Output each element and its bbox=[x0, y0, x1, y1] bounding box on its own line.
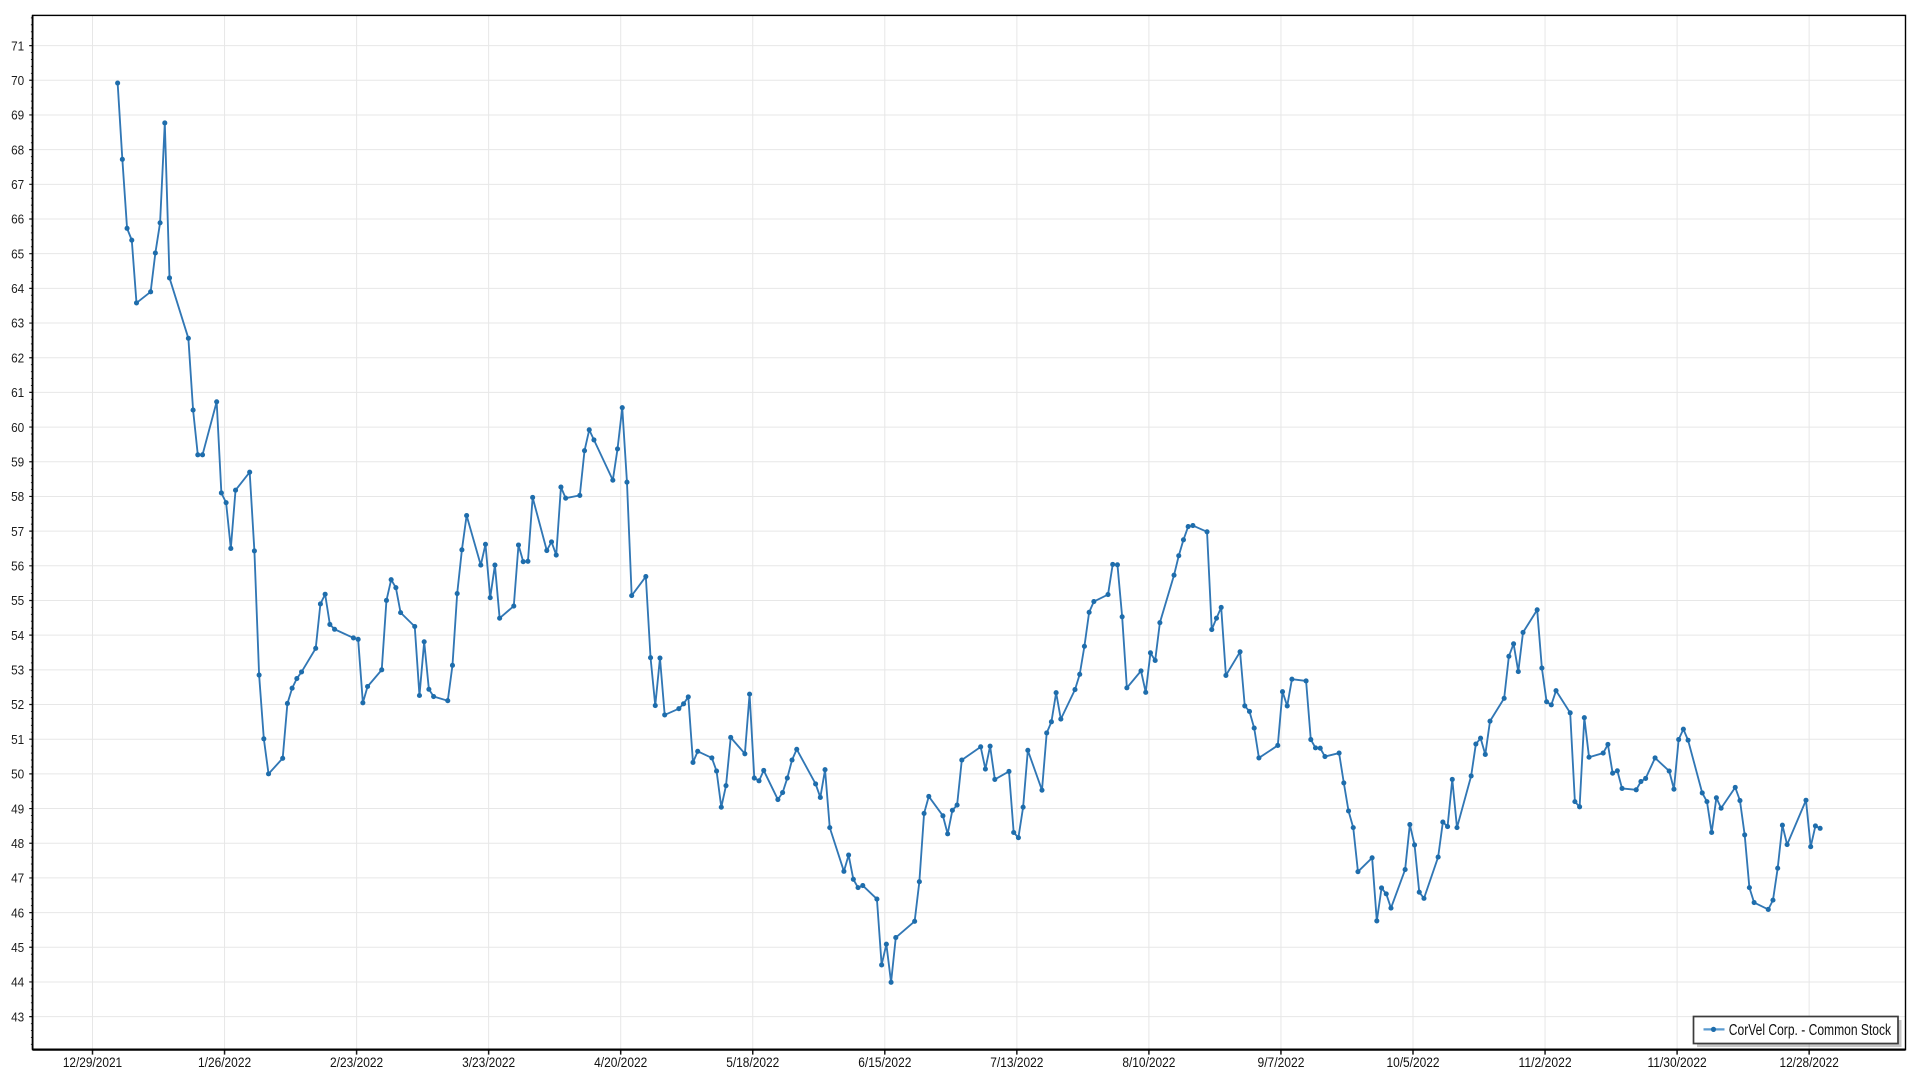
svg-text:66: 66 bbox=[11, 212, 24, 227]
svg-text:62: 62 bbox=[11, 350, 24, 365]
svg-text:5/18/2022: 5/18/2022 bbox=[726, 1055, 779, 1070]
svg-text:45: 45 bbox=[11, 940, 24, 955]
svg-text:57: 57 bbox=[11, 524, 24, 539]
svg-text:8/10/2022: 8/10/2022 bbox=[1122, 1055, 1175, 1070]
svg-text:60: 60 bbox=[11, 420, 24, 435]
svg-text:CorVel Corp. - Common Stock: CorVel Corp. - Common Stock bbox=[1729, 1022, 1891, 1039]
svg-text:69: 69 bbox=[11, 108, 24, 123]
svg-text:70: 70 bbox=[11, 73, 24, 88]
svg-text:50: 50 bbox=[11, 767, 24, 782]
svg-text:11/30/2022: 11/30/2022 bbox=[1647, 1055, 1706, 1070]
svg-text:52: 52 bbox=[11, 697, 24, 712]
svg-text:44: 44 bbox=[11, 975, 24, 990]
svg-text:46: 46 bbox=[11, 905, 24, 920]
svg-text:65: 65 bbox=[11, 246, 24, 261]
svg-text:47: 47 bbox=[11, 871, 24, 886]
svg-text:64: 64 bbox=[11, 281, 24, 296]
svg-text:58: 58 bbox=[11, 489, 24, 504]
svg-text:71: 71 bbox=[11, 38, 24, 53]
svg-text:56: 56 bbox=[11, 559, 24, 574]
svg-text:49: 49 bbox=[11, 801, 24, 816]
svg-text:54: 54 bbox=[11, 628, 24, 643]
svg-text:7/13/2022: 7/13/2022 bbox=[990, 1055, 1043, 1070]
svg-text:10/5/2022: 10/5/2022 bbox=[1386, 1055, 1439, 1070]
svg-text:48: 48 bbox=[11, 836, 24, 851]
svg-text:4/20/2022: 4/20/2022 bbox=[594, 1055, 647, 1070]
svg-text:51: 51 bbox=[11, 732, 24, 747]
svg-text:59: 59 bbox=[11, 454, 24, 469]
svg-text:3/23/2022: 3/23/2022 bbox=[462, 1055, 515, 1070]
svg-text:55: 55 bbox=[11, 593, 24, 608]
svg-text:11/2/2022: 11/2/2022 bbox=[1519, 1055, 1572, 1070]
svg-text:43: 43 bbox=[11, 1009, 24, 1024]
svg-text:12/28/2022: 12/28/2022 bbox=[1780, 1055, 1839, 1070]
svg-text:1/26/2022: 1/26/2022 bbox=[198, 1055, 251, 1070]
svg-text:68: 68 bbox=[11, 142, 24, 157]
svg-text:2/23/2022: 2/23/2022 bbox=[330, 1055, 383, 1070]
svg-text:12/29/2021: 12/29/2021 bbox=[63, 1055, 122, 1070]
svg-text:6/15/2022: 6/15/2022 bbox=[858, 1055, 911, 1070]
svg-text:9/7/2022: 9/7/2022 bbox=[1258, 1055, 1305, 1070]
svg-text:67: 67 bbox=[11, 177, 24, 192]
svg-text:63: 63 bbox=[11, 316, 24, 331]
svg-text:61: 61 bbox=[11, 385, 24, 400]
svg-text:53: 53 bbox=[11, 663, 24, 678]
